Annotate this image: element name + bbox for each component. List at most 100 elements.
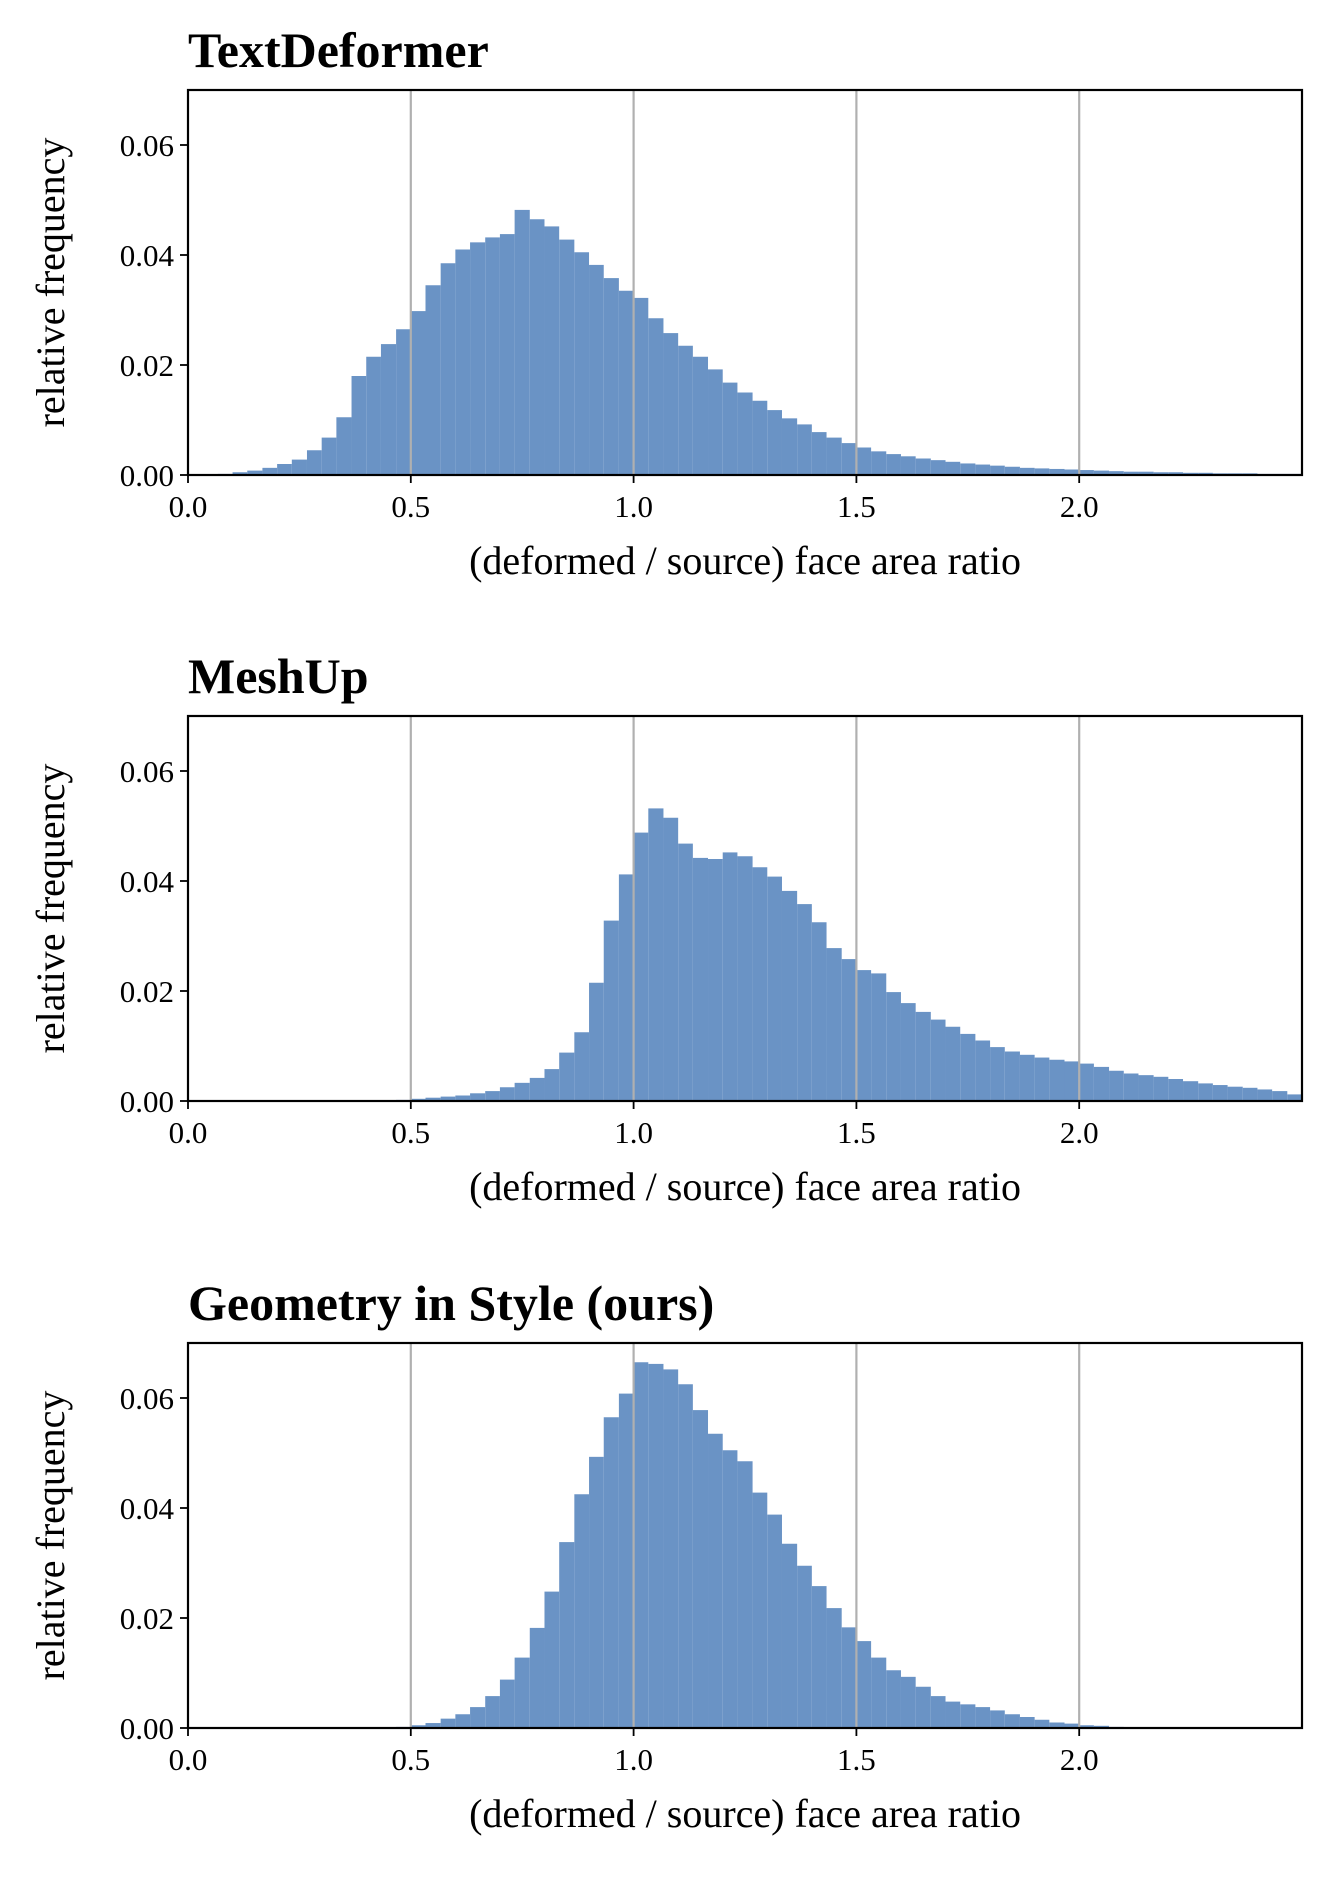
bar bbox=[410, 311, 426, 475]
x-tick-label: 0.0 bbox=[169, 1742, 208, 1777]
bar bbox=[514, 1082, 530, 1101]
x-tick-label: 1.0 bbox=[614, 489, 653, 524]
bar bbox=[960, 1033, 976, 1101]
x-tick-label: 0.0 bbox=[169, 489, 208, 524]
bar bbox=[485, 1091, 500, 1101]
bar bbox=[737, 1461, 753, 1728]
bar bbox=[455, 1714, 471, 1728]
x-axis-label: (deformed / source) face area ratio bbox=[469, 1791, 1021, 1836]
bar bbox=[232, 472, 248, 475]
bar bbox=[425, 1097, 441, 1101]
bar bbox=[886, 992, 901, 1101]
bar bbox=[603, 920, 619, 1101]
y-tick-label: 0.06 bbox=[120, 1381, 174, 1416]
bar bbox=[425, 285, 441, 475]
bar bbox=[1257, 1089, 1273, 1101]
bar bbox=[856, 447, 872, 475]
bar bbox=[1049, 1059, 1065, 1101]
bar bbox=[1049, 468, 1065, 475]
bar bbox=[603, 278, 619, 475]
bar bbox=[990, 1047, 1005, 1101]
bar bbox=[930, 460, 946, 475]
bar bbox=[514, 209, 530, 475]
x-tick-label: 0.5 bbox=[391, 1115, 430, 1150]
x-tick-label: 2.0 bbox=[1060, 489, 1099, 524]
bar bbox=[722, 1450, 738, 1728]
x-tick-label: 1.5 bbox=[837, 1115, 876, 1150]
bar bbox=[975, 464, 991, 475]
bar bbox=[1064, 1061, 1080, 1101]
bar bbox=[470, 1093, 486, 1101]
bar bbox=[797, 424, 812, 475]
bar bbox=[708, 1433, 723, 1728]
chart-title: TextDeformer bbox=[188, 22, 489, 78]
bar bbox=[529, 219, 545, 475]
bar bbox=[262, 467, 278, 475]
bar bbox=[960, 1704, 976, 1728]
bar bbox=[722, 382, 738, 475]
y-tick-label: 0.02 bbox=[120, 1601, 174, 1636]
bar bbox=[1272, 1091, 1288, 1101]
x-axis-label: (deformed / source) face area ratio bbox=[469, 538, 1021, 583]
bar bbox=[930, 1696, 946, 1728]
bar bbox=[1242, 1087, 1258, 1101]
bar bbox=[990, 1710, 1005, 1728]
bar bbox=[440, 263, 456, 475]
bar bbox=[752, 400, 768, 475]
bar bbox=[781, 890, 798, 1101]
bar bbox=[499, 1087, 515, 1101]
bar bbox=[915, 1011, 931, 1101]
bar bbox=[767, 1514, 782, 1728]
bar bbox=[826, 437, 842, 475]
bar bbox=[915, 458, 931, 475]
bar bbox=[1093, 470, 1110, 475]
bar bbox=[945, 461, 961, 475]
bar bbox=[826, 1608, 842, 1728]
y-axis-label: relative frequency bbox=[28, 138, 73, 428]
bar bbox=[1168, 472, 1184, 475]
y-tick-label: 0.02 bbox=[120, 974, 174, 1009]
bar bbox=[1004, 1051, 1020, 1101]
bar bbox=[470, 242, 486, 475]
bar bbox=[722, 852, 738, 1101]
bar bbox=[1153, 472, 1169, 475]
bar bbox=[886, 454, 901, 475]
bar bbox=[633, 297, 649, 475]
bar bbox=[1123, 471, 1139, 475]
axes-frame bbox=[186, 1341, 1304, 1730]
bar bbox=[737, 856, 753, 1101]
bar bbox=[574, 1032, 590, 1101]
bar bbox=[603, 1417, 619, 1728]
bar bbox=[871, 1657, 887, 1728]
bar bbox=[841, 443, 857, 475]
bar bbox=[574, 1494, 590, 1728]
bar bbox=[648, 1363, 664, 1728]
bar bbox=[663, 1369, 679, 1728]
bar bbox=[1138, 1075, 1154, 1101]
bar bbox=[380, 344, 397, 475]
bar bbox=[990, 465, 1005, 475]
bar bbox=[618, 290, 634, 475]
bar bbox=[291, 459, 307, 475]
bar bbox=[692, 857, 709, 1101]
bar bbox=[559, 1542, 575, 1728]
bar bbox=[1109, 1070, 1124, 1101]
bar bbox=[544, 226, 560, 475]
bar bbox=[871, 973, 887, 1101]
bar bbox=[1004, 1714, 1020, 1728]
x-tick-label: 1.0 bbox=[614, 1115, 653, 1150]
bar bbox=[960, 463, 976, 475]
y-axis-label: relative frequency bbox=[28, 764, 73, 1054]
bar bbox=[1138, 471, 1154, 475]
y-tick-label: 0.06 bbox=[120, 128, 174, 163]
bar bbox=[455, 1095, 471, 1101]
bar bbox=[1109, 471, 1124, 475]
bar bbox=[351, 376, 367, 475]
bar bbox=[1034, 1719, 1050, 1728]
bar bbox=[648, 318, 664, 475]
x-tick-label: 2.0 bbox=[1060, 1742, 1099, 1777]
bar bbox=[767, 410, 782, 475]
bar bbox=[1198, 1083, 1213, 1101]
bar bbox=[692, 356, 709, 475]
bar bbox=[455, 249, 471, 475]
